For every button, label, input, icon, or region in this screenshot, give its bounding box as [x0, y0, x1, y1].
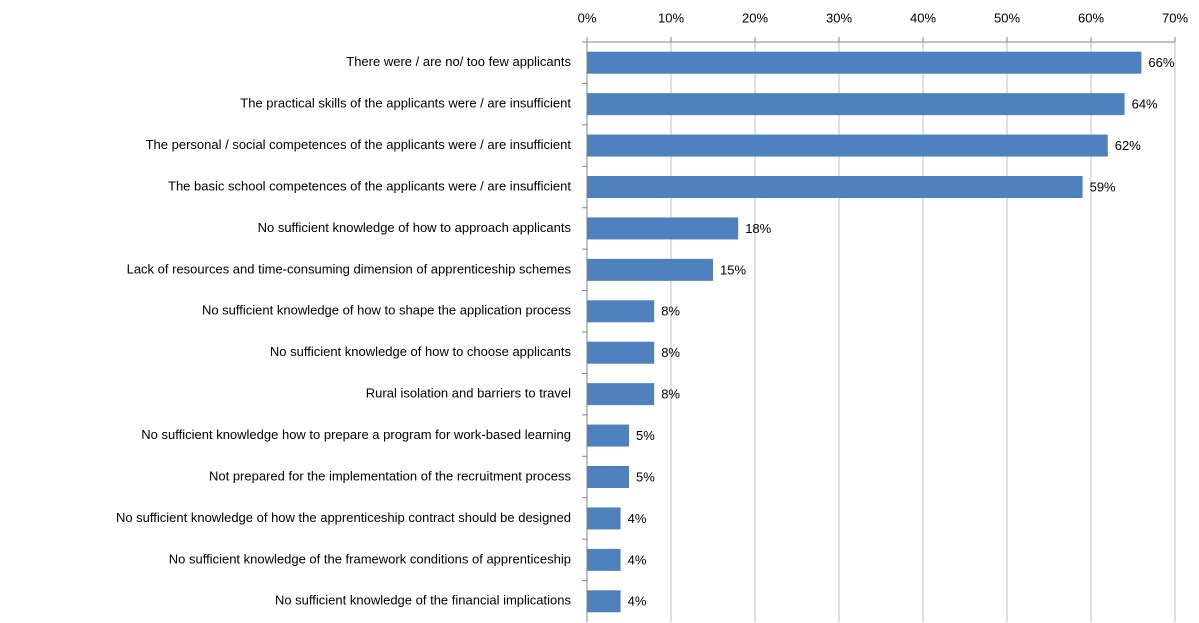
bar: [587, 217, 739, 240]
data-label: 8%: [661, 345, 680, 360]
bar: [587, 51, 1142, 74]
bar: [587, 341, 655, 364]
data-label: 5%: [636, 469, 655, 484]
y-tick-label: No sufficient knowledge of how to choose…: [270, 344, 572, 359]
y-tick-label: The basic school competences of the appl…: [168, 178, 571, 193]
bar: [587, 590, 621, 613]
y-tick-label: There were / are no/ too few applicants: [346, 54, 571, 69]
data-label: 18%: [745, 221, 771, 236]
bar: [587, 548, 621, 571]
y-tick-label: The personal / social competences of the…: [146, 137, 572, 152]
data-label: 4%: [628, 594, 647, 609]
y-tick-label: No sufficient knowledge of how to shape …: [202, 303, 572, 318]
bar: [587, 300, 655, 323]
y-tick-label: No sufficient knowledge how to prepare a…: [141, 427, 571, 442]
data-label: 8%: [661, 387, 680, 402]
x-tick-label: 30%: [826, 10, 852, 25]
data-label: 4%: [628, 511, 647, 526]
data-label: 15%: [720, 262, 746, 277]
y-tick-label: Rural isolation and barriers to travel: [366, 386, 571, 401]
y-tick-label: The practical skills of the applicants w…: [240, 96, 571, 111]
x-tick-label: 70%: [1162, 10, 1188, 25]
bar: [587, 507, 621, 530]
data-label: 59%: [1090, 179, 1116, 194]
data-label: 62%: [1115, 138, 1141, 153]
x-tick-label: 20%: [742, 10, 768, 25]
data-label: 64%: [1132, 97, 1158, 112]
bar: [587, 134, 1108, 157]
x-tick-label: 50%: [994, 10, 1020, 25]
bar: [587, 424, 629, 447]
y-tick-label: No sufficient knowledge of how the appre…: [116, 510, 571, 525]
data-label: 4%: [628, 552, 647, 567]
data-label: 5%: [636, 428, 655, 443]
bar: [587, 466, 629, 488]
y-tick-label: No sufficient knowledge of the financial…: [275, 593, 572, 608]
y-tick-label: Lack of resources and time-consuming dim…: [127, 261, 572, 276]
bar: [587, 258, 713, 281]
bar: [587, 383, 655, 406]
data-label: 8%: [661, 304, 680, 319]
x-tick-label: 40%: [910, 10, 936, 25]
data-label: 66%: [1148, 55, 1174, 70]
bar: [587, 93, 1125, 116]
y-tick-label: No sufficient knowledge of how to approa…: [258, 220, 572, 235]
x-tick-label: 0%: [578, 10, 597, 25]
x-tick-label: 10%: [658, 10, 684, 25]
bar: [587, 176, 1083, 198]
y-tick-label: Not prepared for the implementation of t…: [209, 468, 572, 483]
x-tick-label: 60%: [1078, 10, 1104, 25]
y-tick-label: No sufficient knowledge of the framework…: [169, 551, 571, 566]
